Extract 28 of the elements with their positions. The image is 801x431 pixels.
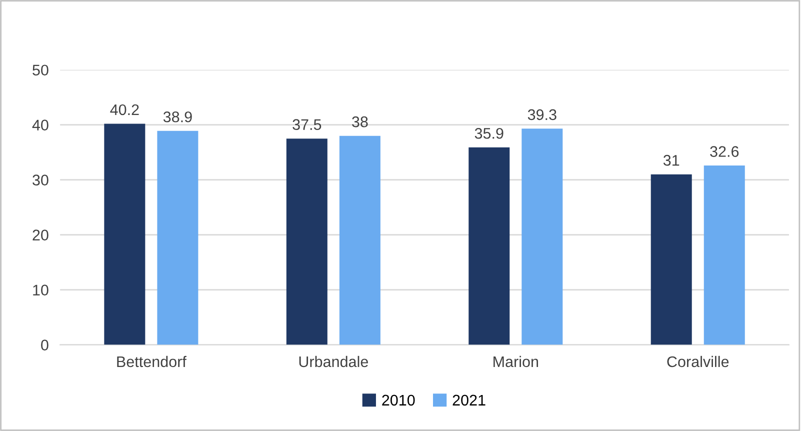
x-tick-label: Coralville [667,356,729,368]
x-tick-label: Bettendorf [117,356,186,368]
y-tick-label: 20 [32,230,48,240]
x-tick-label: Marion [494,356,538,368]
y-tick-label: 10 [33,284,48,296]
data-label: 32.6 [710,146,739,157]
legend-label: 2010 [382,394,415,406]
x-tick-label: Urbandale [299,356,368,368]
bar [157,130,198,345]
data-label: 39.3 [528,109,556,120]
legend-label: 2021 [452,394,486,406]
y-tick-label: 40 [32,120,48,131]
bar [286,138,328,345]
bar [522,128,563,345]
bar [104,124,146,345]
y-tick-label: 50 [32,64,48,76]
data-label: 38.9 [163,111,192,122]
bar [339,136,380,345]
data-label: 31 [663,154,680,166]
data-label: 35.9 [474,128,504,139]
data-label: 38 [352,116,368,128]
bar [704,166,745,345]
data-label: 40.2 [110,104,139,116]
bar [650,174,692,345]
y-tick-label: 30 [32,174,48,186]
y-tick-label: 0 [41,340,48,350]
bar [468,147,510,345]
data-label: 37.5 [292,119,322,130]
